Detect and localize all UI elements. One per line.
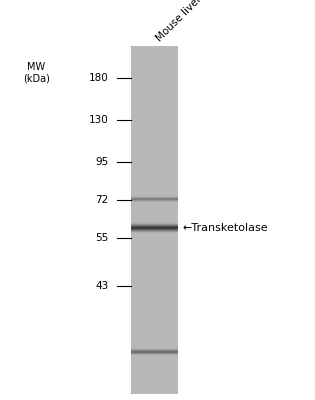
Text: 130: 130: [89, 115, 109, 125]
Text: Mouse liver: Mouse liver: [154, 0, 204, 43]
Text: 72: 72: [95, 195, 109, 205]
Text: MW
(kDa): MW (kDa): [23, 62, 50, 84]
Text: 55: 55: [95, 233, 109, 243]
Text: 180: 180: [89, 73, 109, 83]
Text: 95: 95: [95, 157, 109, 167]
Text: 43: 43: [95, 281, 109, 291]
Bar: [131, 46, 178, 394]
Text: ←Transketolase: ←Transketolase: [182, 223, 268, 233]
